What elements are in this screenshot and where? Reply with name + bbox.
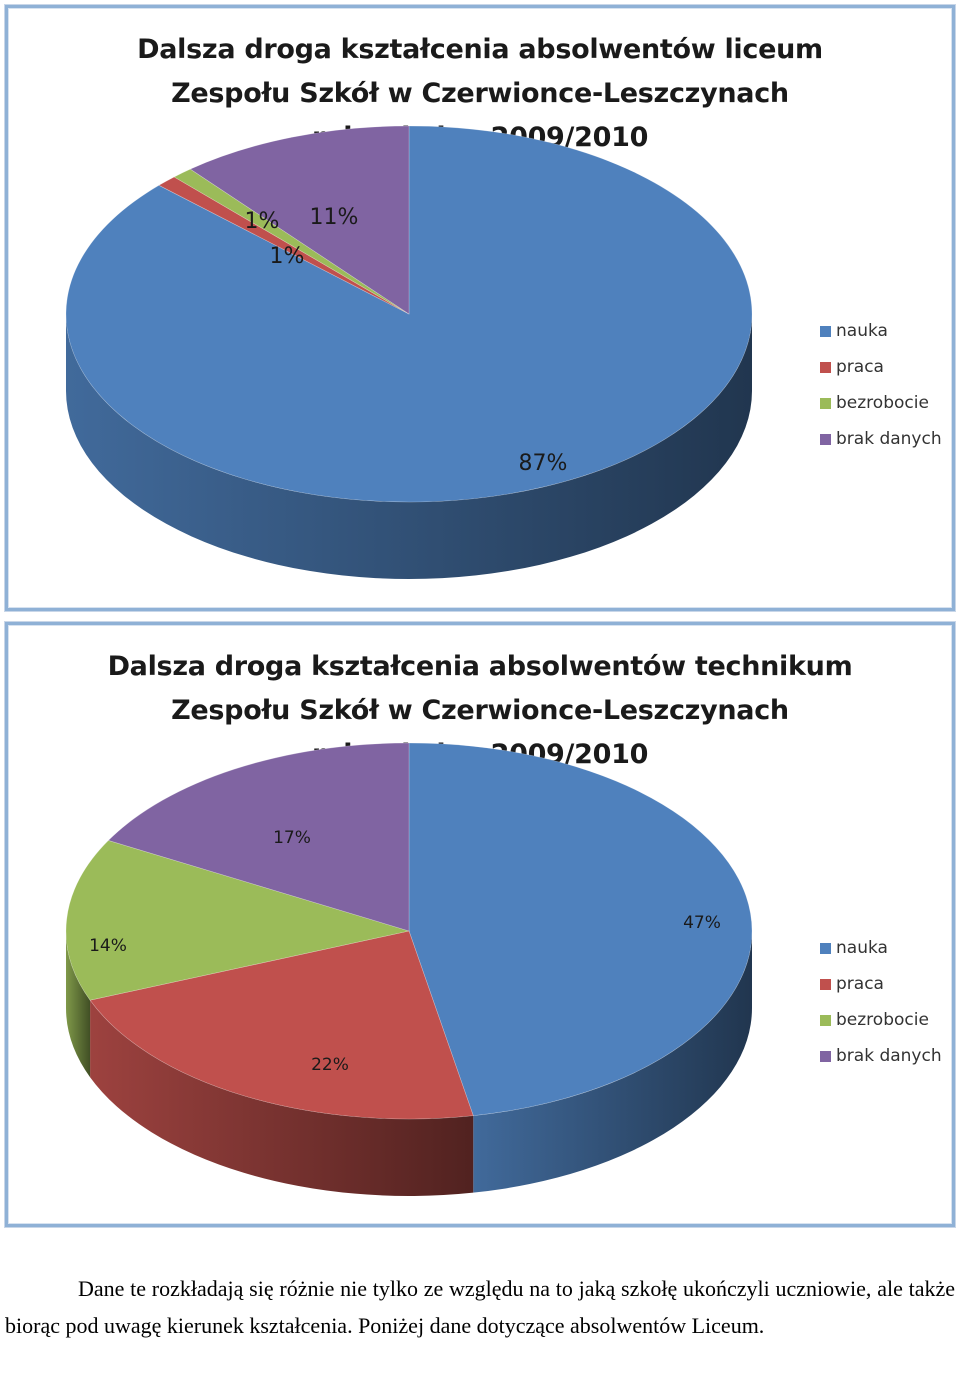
legend-item-nauka: nauka [820,930,942,966]
data-label: 17% [273,828,311,848]
chart-title-line: Dalsza droga kształcenia absolwentów tec… [107,651,853,682]
chart-title-line: Dalsza droga kształcenia absolwentów lic… [137,34,823,65]
legend-swatch [820,942,831,954]
legend-item-bezrobocie: bezrobocie [820,1002,942,1038]
data-label: 1% [245,209,280,234]
legend-item-praca: praca [820,349,942,385]
legend-item-nauka: nauka [820,313,942,349]
pie-chart: 47% 22% 14% 17% [65,742,753,1196]
legend-item-brak-danych: brak danych [820,1038,942,1074]
legend-label: brak danych [836,429,942,449]
legend-swatch [820,361,831,373]
legend-swatch [820,433,831,445]
chart-title-line: Zespołu Szkół w Czerwionce-Leszczynach [171,78,789,109]
legend-item-praca: praca [820,966,942,1002]
legend-swatch [820,1050,831,1062]
legend-swatch [820,397,831,409]
legend-label: bezrobocie [836,393,929,413]
legend-label: nauka [836,938,888,958]
pie-slice-bezrobocie [173,168,410,315]
legend-label: bezrobocie [836,1010,929,1030]
pie-slice-praca [158,176,410,315]
legend-label: praca [836,974,884,994]
data-label: 22% [311,1055,349,1075]
legend: nauka praca bezrobocie brak danych [820,930,942,1074]
chart-title-line: Zespołu Szkół w Czerwionce-Leszczynach [171,695,789,726]
chart-technikum: Dalsza droga kształcenia absolwentów tec… [5,622,955,1227]
pie-slice-nauka [65,125,753,503]
pie-slice-nauka [408,742,753,1116]
data-label: 87% [519,451,568,476]
legend-swatch [820,1014,831,1026]
legend-label: brak danych [836,1046,942,1066]
pie-slice-brak-danych [189,125,410,315]
legend-swatch [820,325,831,337]
chart-liceum: Dalsza droga kształcenia absolwentów lic… [5,5,955,611]
body-paragraph: Dane te rozkładają się różnie nie tylko … [5,1270,955,1344]
legend: nauka praca bezrobocie brak danych [820,313,942,457]
legend-item-bezrobocie: bezrobocie [820,385,942,421]
pie-slice-side-nauka [473,931,752,1193]
legend-swatch [820,978,831,990]
data-label: 1% [270,244,305,269]
pie-slice-side-bezrobocie [66,931,91,1078]
pie-slice-side-nauka [66,314,752,579]
pie-slice-bezrobocie [65,840,411,1001]
legend-label: praca [836,357,884,377]
data-label: 47% [683,913,721,933]
legend-item-brak-danych: brak danych [820,421,942,457]
pie-chart: 87%1%1% 11% [65,125,753,579]
pie-slice-praca [89,930,474,1120]
legend-label: nauka [836,321,888,341]
paragraph-text: Dane te rozkładają się różnie nie tylko … [5,1276,955,1338]
chart-title: Dalsza droga kształcenia absolwentów lic… [8,28,952,160]
pie-slice-side-praca [90,1000,474,1196]
pie-slice-brak-danych [107,742,410,932]
data-label: 11% [310,205,359,230]
data-label: 14% [89,936,127,956]
